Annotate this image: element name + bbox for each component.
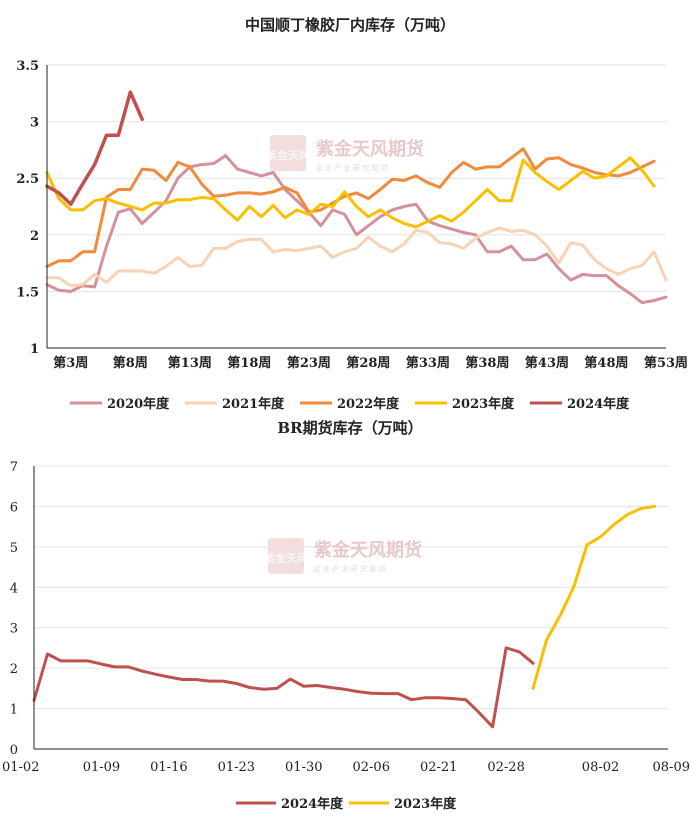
chart-1-y-tick-3: 3 bbox=[30, 116, 39, 131]
chart-2-y-tick-2: 2 bbox=[10, 662, 18, 677]
chart-1-y-tick-2-5: 2.5 bbox=[16, 172, 39, 187]
chart-2-x-tick-08-09: 08-09 bbox=[653, 760, 690, 775]
chart-2-legend-label-2023: 2023年度 bbox=[394, 796, 457, 812]
chart-2-series-2024-line bbox=[32, 646, 535, 729]
chart-1-x-tick-week-13: 第13周 bbox=[168, 355, 212, 371]
chart-1-x-tick-week-28: 第28周 bbox=[346, 355, 390, 371]
chart-2-watermark-sub: 企 业 产 业 研 究 驱 动 bbox=[314, 564, 386, 573]
chart-1-y-tick-1-5: 1.5 bbox=[16, 285, 39, 300]
chart-2-y-tick-1: 1 bbox=[10, 703, 18, 718]
chart-1-x-tick-week-43: 第43周 bbox=[525, 355, 569, 371]
chart-1-x-tick-week-38: 第38周 bbox=[465, 355, 509, 371]
chart-1-series-2020-line bbox=[45, 154, 668, 305]
chart-2-y-tick-7: 7 bbox=[10, 460, 18, 475]
chart-2-x-tick-01-16: 01-16 bbox=[150, 760, 187, 775]
chart-2-y-tick-0: 0 bbox=[10, 743, 18, 758]
chart-1-x-tick-week-53: 第53周 bbox=[644, 355, 688, 371]
chart-1-rubber-plant-inventory: 中国顺丁橡胶厂内库存（万吨） 紫金天风 紫金天风期货 企 业 产 业 研 究 驱… bbox=[16, 16, 688, 412]
chart-1-legend-label-2022: 2022年度 bbox=[337, 396, 400, 412]
chart-1-series-2024-line bbox=[45, 90, 144, 206]
chart-1-series-2023-line bbox=[45, 156, 656, 229]
chart-2-watermark: 紫金天风 紫金天风期货 企 业 产 业 研 究 驱 动 bbox=[264, 538, 422, 574]
chart-1-x-tick-week-8: 第8周 bbox=[113, 355, 148, 371]
chart-2-y-tick-4: 4 bbox=[10, 581, 18, 596]
chart-1-x-tick-week-33: 第33周 bbox=[406, 355, 450, 371]
chart-2-legend: 2024年度 2023年度 bbox=[236, 796, 457, 812]
chart-1-legend-label-2023: 2023年度 bbox=[452, 396, 515, 412]
chart-1-watermark-text: 紫金天风期货 bbox=[316, 138, 424, 160]
chart-1-x-tick-week-23: 第23周 bbox=[287, 355, 331, 371]
chart-2-y-tick-3: 3 bbox=[10, 622, 18, 637]
chart-1-x-tick-week-3: 第3周 bbox=[53, 355, 88, 371]
chart-1-legend-label-2021: 2021年度 bbox=[222, 396, 285, 412]
chart-2-legend-label-2024: 2024年度 bbox=[281, 796, 344, 812]
chart-1-legend-label-2024: 2024年度 bbox=[567, 396, 630, 412]
chart-2-x-tick-08-02: 08-02 bbox=[582, 760, 619, 775]
chart-1-watermark-seal: 紫金天风 bbox=[266, 148, 310, 162]
chart-1-y-tick-2: 2 bbox=[30, 229, 39, 244]
chart-1-series-2021-line bbox=[45, 226, 668, 288]
chart-2-y-tick-6: 6 bbox=[10, 500, 18, 515]
chart-1-y-tick-1: 1 bbox=[30, 342, 39, 357]
chart-2-x-tick-01-30: 01-30 bbox=[285, 760, 322, 775]
chart-1-series-2022-line bbox=[45, 147, 656, 268]
chart-1-title: 中国顺丁橡胶厂内库存（万吨） bbox=[245, 16, 455, 34]
chart-1-legend: 2020年度 2021年度 2022年度 2023年度 2024年度 bbox=[70, 396, 630, 412]
chart-2-y-tick-5: 5 bbox=[10, 541, 18, 556]
chart-2-x-tick-01-09: 01-09 bbox=[83, 760, 120, 775]
chart-2-watermark-seal: 紫金天风 bbox=[264, 551, 308, 565]
chart-1-y-tick-3-5: 3.5 bbox=[16, 59, 39, 74]
chart-1-legend-label-2020: 2020年度 bbox=[107, 396, 170, 412]
chart-2-x-tick-02-21: 02-21 bbox=[420, 760, 457, 775]
chart-1-x-tick-week-48: 第48周 bbox=[584, 355, 628, 371]
chart-2-title: BR期货库存（万吨） bbox=[277, 419, 422, 437]
chart-2-x-tick-01-02: 01-02 bbox=[2, 760, 39, 775]
chart-1-x-tick-week-18: 第18周 bbox=[227, 355, 271, 371]
chart-2-x-tick-02-06: 02-06 bbox=[352, 760, 389, 775]
chart-1-watermark-sub: 企 业 产 业 研 究 驱 动 bbox=[316, 163, 388, 172]
chart-2-watermark-text: 紫金天风期货 bbox=[314, 539, 422, 561]
chart-2-br-futures-inventory: BR期货库存（万吨） 紫金天风 紫金天风期货 企 业 产 业 研 究 驱 动 0… bbox=[2, 419, 690, 812]
chart-2-x-tick-02-28: 02-28 bbox=[487, 760, 524, 775]
chart-1-watermark: 紫金天风 紫金天风期货 企 业 产 业 研 究 驱 动 bbox=[266, 135, 424, 172]
chart-2-x-tick-01-23: 01-23 bbox=[218, 760, 255, 775]
chart-2-series-2023-line bbox=[531, 504, 656, 690]
